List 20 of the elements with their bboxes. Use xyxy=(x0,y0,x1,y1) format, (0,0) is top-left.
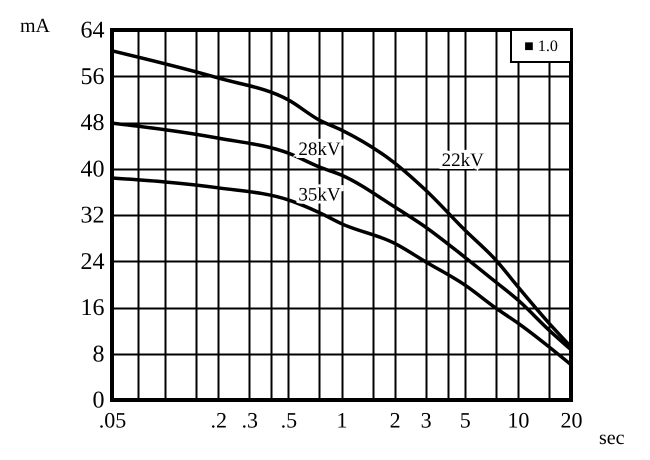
x-tick-label: 1 xyxy=(336,408,348,432)
x-tick-label: 3 xyxy=(420,408,432,432)
y-tick-label: 8 xyxy=(92,341,104,368)
y-tick-label: 56 xyxy=(80,64,104,90)
y-tick-label: 32 xyxy=(80,202,104,228)
x-tick-label: 5 xyxy=(460,408,471,432)
x-tick-label: .5 xyxy=(280,408,298,432)
x-tick-label: 20 xyxy=(560,408,582,432)
y-axis-title: mA xyxy=(20,15,51,37)
y-tick-label: 40 xyxy=(80,156,104,182)
x-tick-label: 2 xyxy=(390,408,401,432)
y-tick-label: 16 xyxy=(80,295,104,321)
annotation: ■ 1.0 xyxy=(524,38,558,55)
y-tick-label: 48 xyxy=(80,110,104,136)
x-tick-label: .2 xyxy=(210,408,227,432)
y-tick-label: 64 xyxy=(80,18,104,44)
x-tick-label: 10 xyxy=(507,408,530,432)
x-tick-label: .3 xyxy=(242,408,258,432)
y-tick-label: 24 xyxy=(80,248,104,275)
x-axis-title: sec xyxy=(599,427,625,449)
